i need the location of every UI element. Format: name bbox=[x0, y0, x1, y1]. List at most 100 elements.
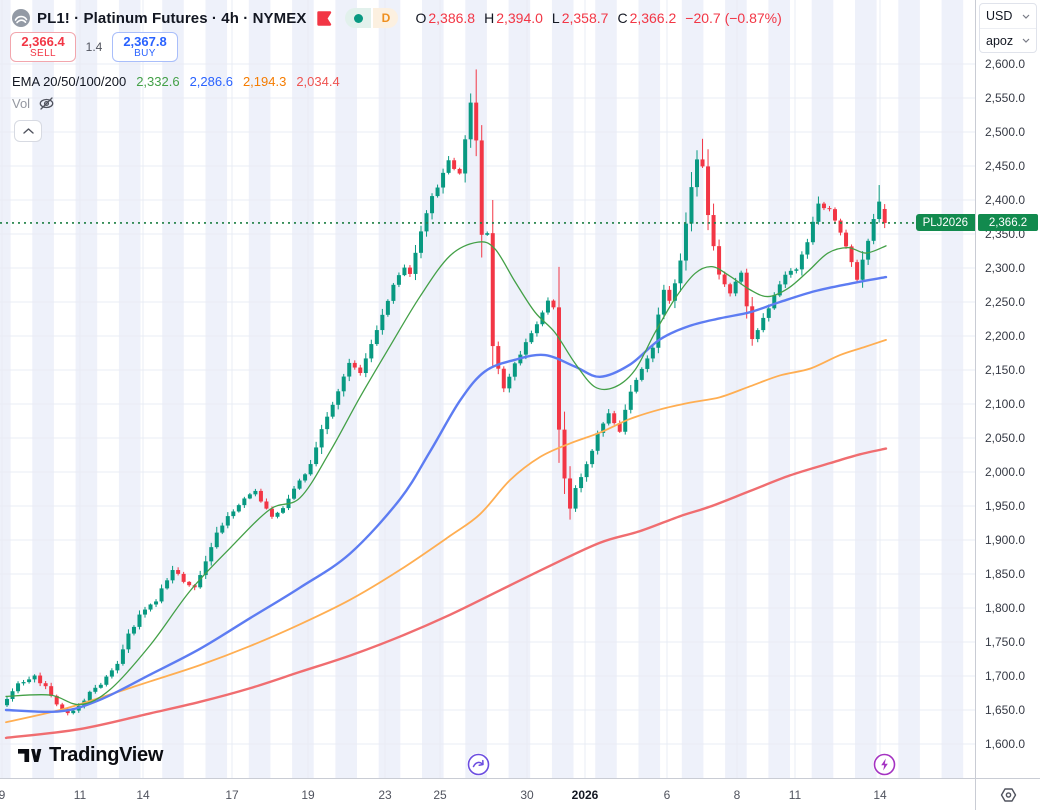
session-stripe bbox=[681, 0, 704, 778]
candle bbox=[21, 682, 26, 684]
candle bbox=[844, 232, 849, 247]
candle bbox=[297, 480, 302, 489]
time-axis-label: 11 bbox=[73, 788, 87, 802]
price-tick-label: 1,600.0 bbox=[985, 737, 1026, 751]
price-tick-label: 2,250.0 bbox=[985, 295, 1026, 309]
lightning-event-icon[interactable] bbox=[873, 753, 896, 776]
price-tick-label: 2,450.0 bbox=[985, 159, 1026, 173]
price-tick-label: 2,100.0 bbox=[985, 397, 1026, 411]
time-axis-label: 9 bbox=[0, 788, 5, 802]
sell-price: 2,366.4 bbox=[21, 33, 65, 49]
collapse-legend-button[interactable] bbox=[14, 120, 42, 142]
chart-canvas[interactable]: PL1! · Platinum Futures · 4h · NYMEX D O… bbox=[0, 0, 975, 778]
interval-badge[interactable]: D bbox=[373, 8, 399, 28]
price-tick-label: 2,200.0 bbox=[985, 329, 1026, 343]
price-change: −20.7 (−0.87%) bbox=[685, 10, 782, 26]
candle bbox=[821, 203, 826, 209]
candle bbox=[170, 570, 175, 581]
candle bbox=[214, 532, 219, 548]
candle bbox=[325, 416, 330, 430]
candle bbox=[209, 547, 214, 562]
symbol-title[interactable]: PL1! · Platinum Futures · 4h · NYMEX bbox=[37, 9, 307, 27]
candle bbox=[717, 246, 722, 275]
candle bbox=[281, 508, 285, 513]
tradingview-logo[interactable]: TradingView bbox=[18, 744, 163, 767]
ema-legend[interactable]: EMA 20/50/100/200 2,332.6 2,286.6 2,194.3 2… bbox=[12, 74, 340, 89]
candle bbox=[584, 464, 589, 478]
candle bbox=[468, 102, 473, 140]
candle bbox=[341, 376, 346, 392]
session-stripe bbox=[898, 0, 920, 778]
candle bbox=[236, 505, 241, 512]
time-axis-label: 6 bbox=[663, 788, 671, 802]
eye-off-icon[interactable] bbox=[38, 96, 55, 111]
candle bbox=[799, 254, 804, 270]
session-stripe bbox=[292, 0, 314, 778]
candle bbox=[120, 649, 125, 664]
session-stripe bbox=[335, 0, 357, 778]
candle bbox=[739, 272, 744, 282]
price-tick-label: 1,850.0 bbox=[985, 567, 1026, 581]
buy-button[interactable]: 2,367.8 BUY bbox=[112, 32, 178, 62]
sell-button[interactable]: 2,366.4 SELL bbox=[10, 32, 76, 62]
unit-value: apoz bbox=[986, 33, 1014, 48]
candle bbox=[595, 432, 600, 451]
scale-settings-corner[interactable] bbox=[975, 778, 1040, 810]
price-tick-label: 2,600.0 bbox=[985, 57, 1026, 71]
candle bbox=[275, 512, 280, 517]
candle bbox=[733, 281, 738, 294]
candle bbox=[650, 347, 655, 359]
candle bbox=[700, 159, 705, 167]
candle bbox=[612, 413, 617, 424]
candle bbox=[336, 391, 341, 405]
price-tick-label: 2,050.0 bbox=[985, 431, 1026, 445]
session-stripe bbox=[811, 0, 834, 778]
candle bbox=[827, 208, 832, 210]
volume-legend[interactable]: Vol bbox=[12, 96, 55, 111]
session-stripe bbox=[162, 0, 184, 778]
candle bbox=[452, 160, 457, 169]
market-status-dot[interactable] bbox=[345, 8, 372, 28]
candle bbox=[98, 684, 103, 688]
symbol-logo-avatar[interactable] bbox=[12, 9, 30, 27]
candle bbox=[358, 367, 363, 374]
ema-legend-label: EMA 20/50/100/200 bbox=[12, 74, 127, 89]
replay-arrow-event-icon[interactable] bbox=[467, 753, 490, 776]
time-axis-label: 11 bbox=[788, 788, 802, 802]
candle bbox=[258, 490, 263, 502]
ema-value: 2,332.6 bbox=[136, 74, 180, 89]
chevron-down-icon bbox=[1022, 38, 1030, 43]
candle bbox=[838, 220, 843, 233]
ohlc-item: L 2,358.7 bbox=[551, 10, 609, 26]
scale-settings-icon bbox=[1000, 787, 1016, 802]
candle bbox=[115, 663, 120, 671]
currency-dropdown[interactable]: USD bbox=[980, 4, 1036, 28]
candlestick-chart[interactable] bbox=[0, 0, 975, 778]
ohlc-values: O 2,386.8 H 2,394.0 L 2,358.7 C 2,366.2 −20.7 (−… bbox=[415, 10, 781, 26]
session-stripe bbox=[638, 0, 661, 778]
price-tick-label: 1,700.0 bbox=[985, 669, 1026, 683]
candle bbox=[628, 391, 633, 410]
candle bbox=[656, 314, 661, 348]
candle bbox=[104, 676, 109, 685]
candle bbox=[568, 478, 573, 509]
status-dot-icon bbox=[353, 13, 363, 23]
candle bbox=[512, 363, 517, 377]
candle bbox=[225, 516, 230, 526]
ema-line-50 bbox=[4, 275, 888, 714]
buy-price: 2,367.8 bbox=[123, 33, 167, 49]
price-scale[interactable]: USD apoz 2,600.0 2,550.0 2,500.0 2,450.0 2,4… bbox=[975, 0, 1040, 778]
ohlc-item: O 2,386.8 bbox=[415, 10, 476, 26]
flag-icon[interactable] bbox=[317, 10, 332, 26]
candle bbox=[165, 580, 170, 589]
time-scale[interactable]: 9 11 14 17 19 23 25 30 2026 6 8 11 14 bbox=[0, 778, 975, 810]
candle bbox=[198, 575, 203, 588]
price-tick-label: 1,950.0 bbox=[985, 499, 1026, 513]
candle bbox=[457, 168, 462, 174]
ohlc-item: H 2,394.0 bbox=[484, 10, 543, 26]
unit-dropdown[interactable]: apoz bbox=[980, 28, 1036, 52]
ema-line-100 bbox=[5, 338, 887, 724]
price-tick-label: 2,300.0 bbox=[985, 261, 1026, 275]
ohlc-item: C 2,366.2 bbox=[617, 10, 677, 26]
candle bbox=[5, 698, 9, 706]
